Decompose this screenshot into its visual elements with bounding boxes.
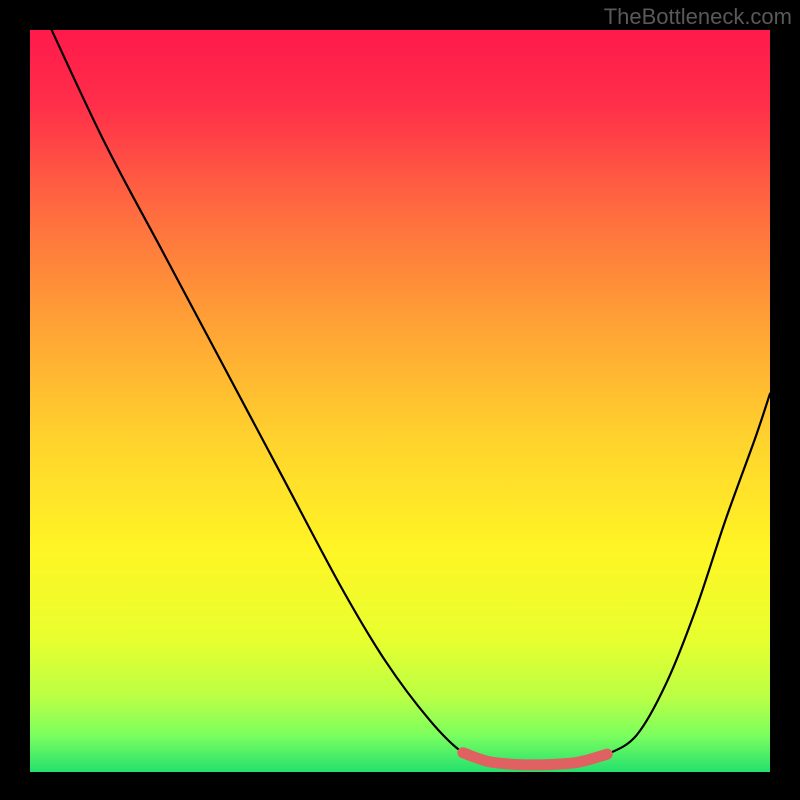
- chart-container: TheBottleneck.com: [0, 0, 800, 800]
- chart-svg: [30, 30, 770, 772]
- bottleneck-curve: [45, 30, 770, 765]
- plot-area: [30, 30, 770, 772]
- optimal-range-marker: [463, 753, 607, 765]
- watermark-text: TheBottleneck.com: [604, 4, 792, 30]
